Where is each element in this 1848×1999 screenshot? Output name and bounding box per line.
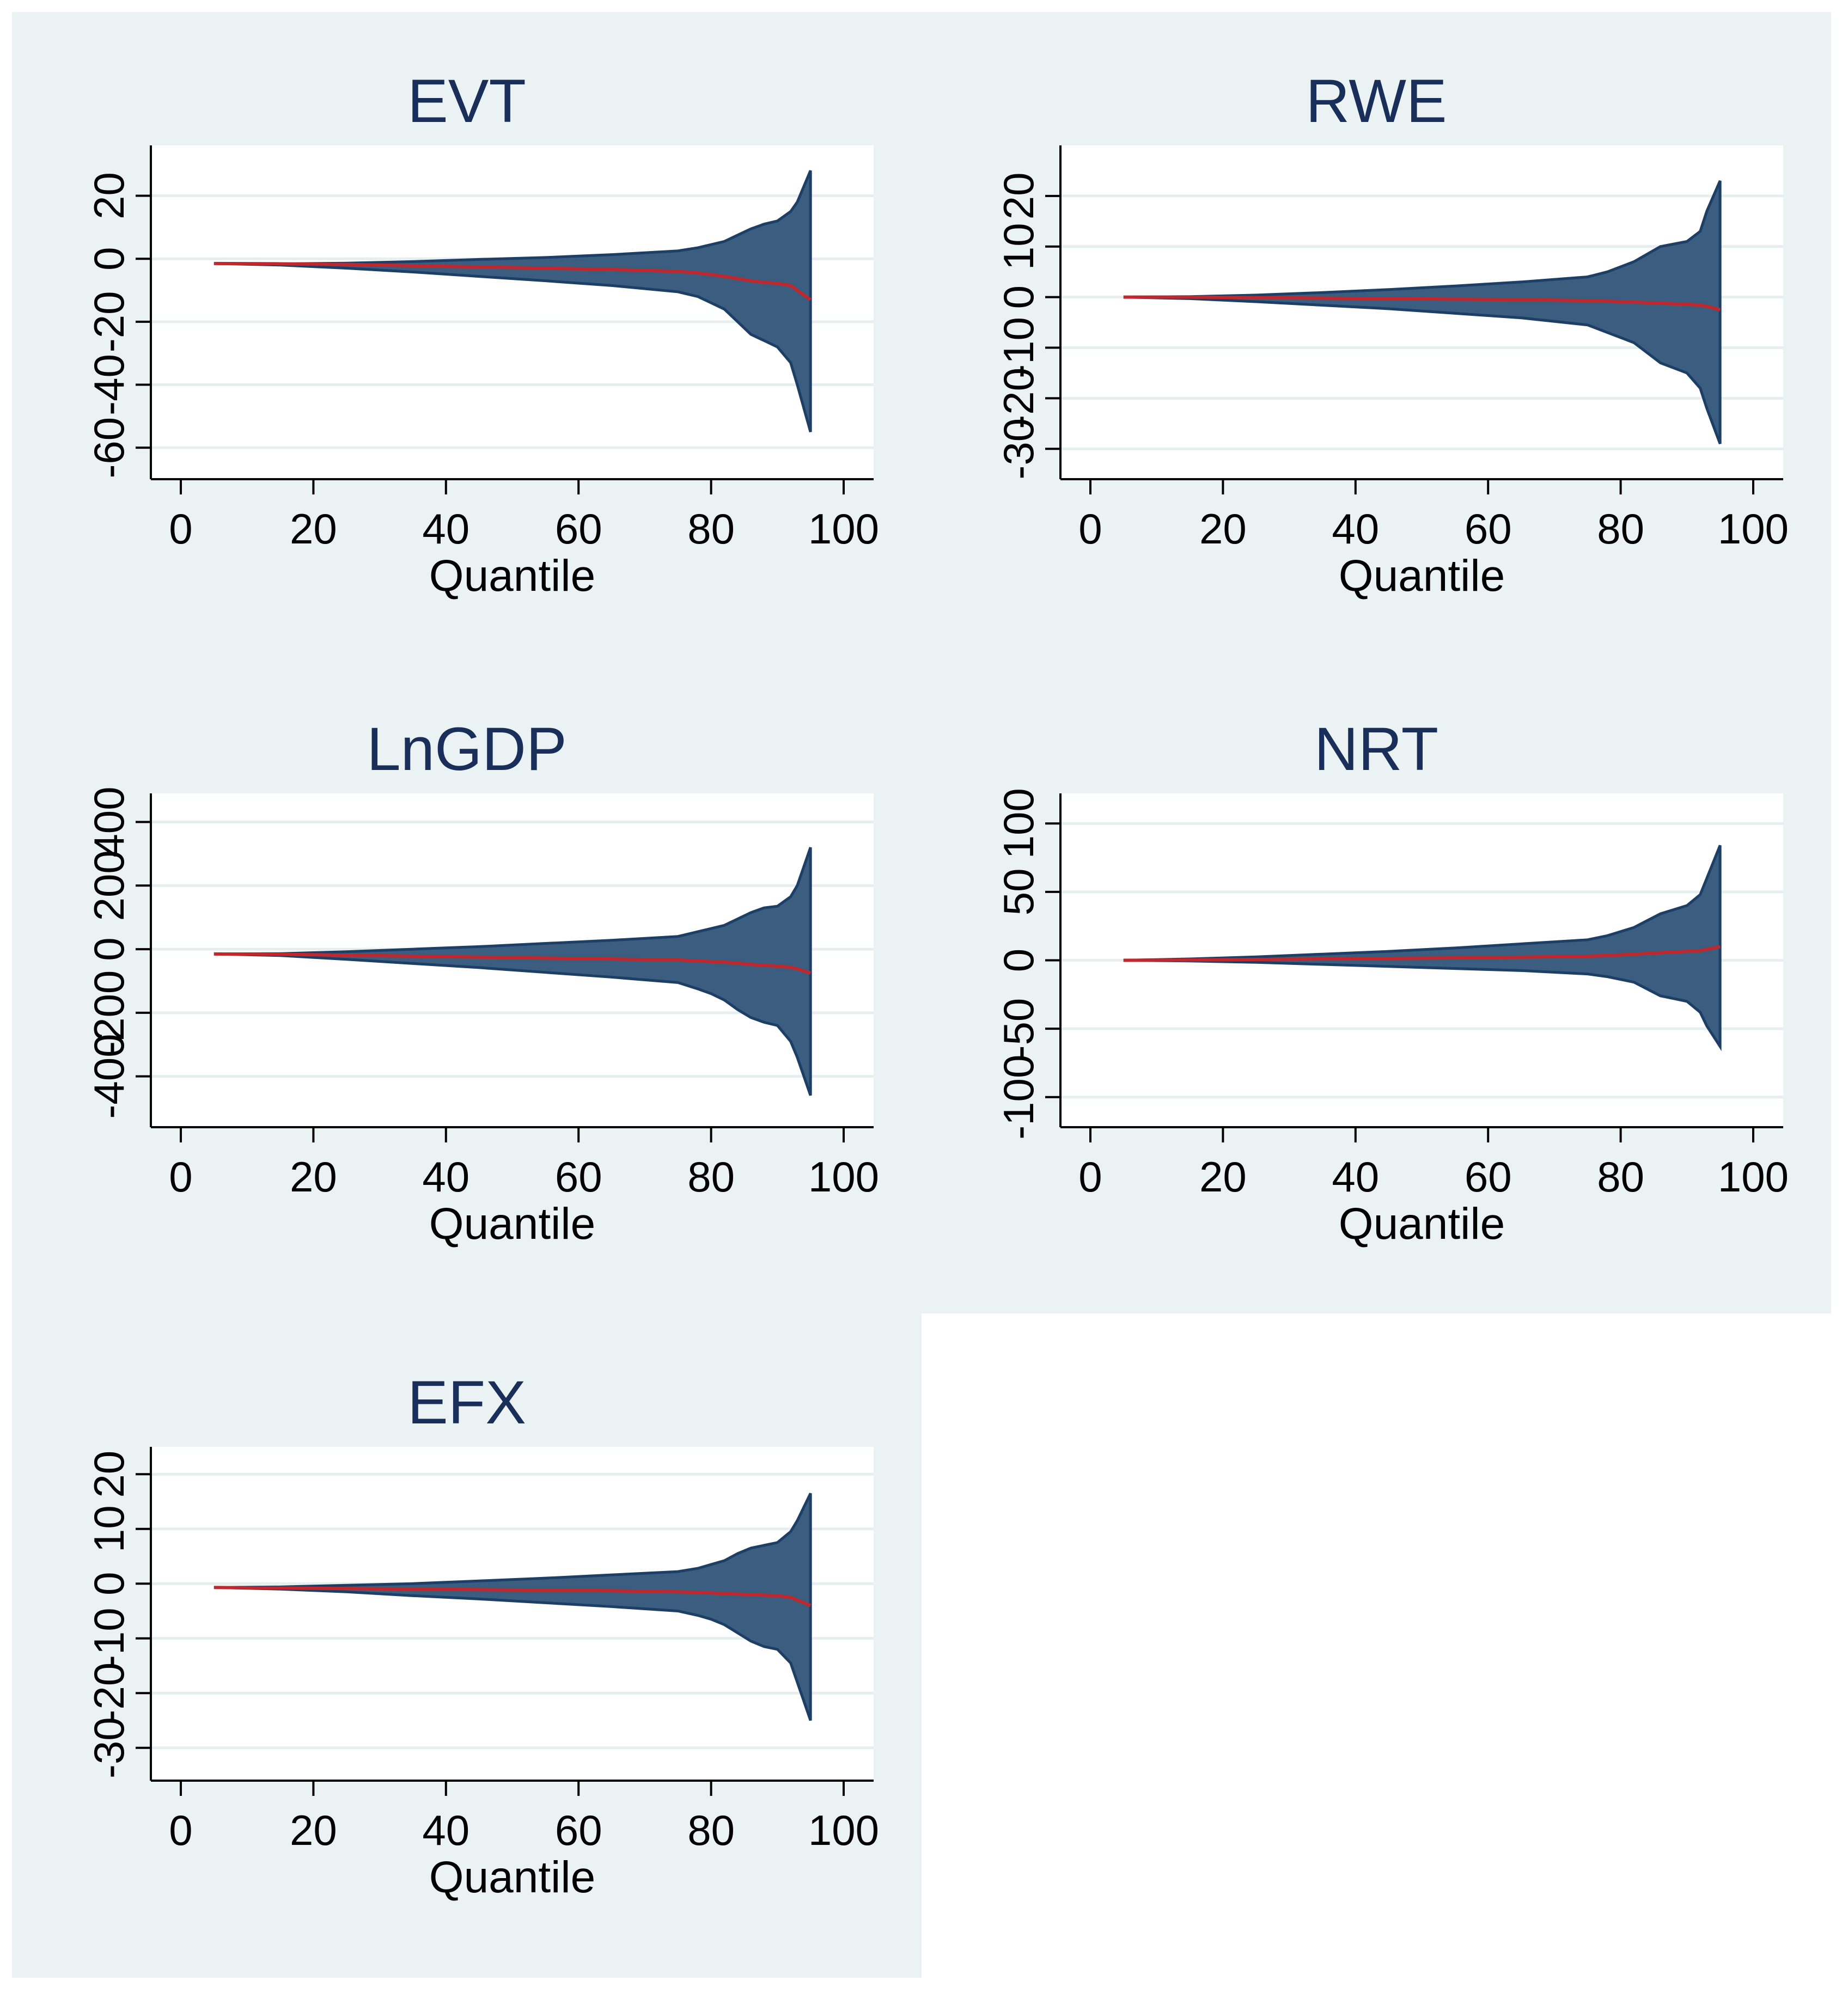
x-tick-label: 0	[169, 505, 192, 553]
coefficient-line	[214, 1586, 812, 1607]
x-tick-label: 100	[808, 1806, 879, 1854]
y-tick-label: -200	[85, 970, 133, 1055]
x-tick-label: 100	[808, 505, 879, 553]
x-tick-label: 80	[1597, 505, 1644, 553]
x-tick-label: 100	[808, 1153, 879, 1201]
coefficient-line	[1123, 295, 1721, 311]
y-tick-label: -400	[85, 1034, 133, 1119]
coefficient-line	[1123, 945, 1721, 962]
x-tick-label: 20	[1199, 1153, 1247, 1201]
panel-evt: EVT -60 -40 -20 0 20 0 20 40 60 80 100 Quantile	[12, 12, 922, 660]
x-tick-label: 80	[1597, 1153, 1644, 1201]
chart-evt: -60-40-20 0 20 0 20 40 60 80 100 Quantile	[85, 145, 879, 601]
x-tick-label: 100	[1718, 505, 1789, 553]
confidence-band	[1123, 845, 1722, 1052]
y-tick-label: 20	[85, 172, 133, 219]
y-tick-label: -30	[995, 418, 1042, 480]
coefficient-line	[214, 952, 812, 975]
x-tick-label: 0	[169, 1153, 192, 1201]
x-tick-label: 20	[290, 1153, 337, 1201]
x-tick-label: 100	[1718, 1153, 1789, 1201]
x-tick-label: 20	[290, 1806, 337, 1854]
confidence-band	[1123, 180, 1722, 444]
x-tick-label: 80	[687, 505, 735, 553]
chart-title: RWE	[1306, 67, 1447, 135]
x-tick-label: 60	[1465, 1153, 1512, 1201]
y-tick-label: 10	[995, 223, 1042, 270]
y-tick-label: 200	[85, 850, 133, 921]
y-tick-label: 100	[995, 788, 1042, 859]
x-tick-label: 40	[422, 1806, 469, 1854]
x-axis-title: Quantile	[429, 1199, 595, 1249]
x-tick-label: 60	[555, 1153, 602, 1201]
x-tick-label: 40	[1332, 1153, 1379, 1201]
y-tick-label: 10	[85, 1505, 133, 1552]
x-tick-label: 0	[1078, 505, 1102, 553]
x-axis-title: Quantile	[429, 551, 595, 601]
x-tick-label: 40	[1332, 505, 1379, 553]
x-tick-label: 40	[422, 1153, 469, 1201]
panel-lngdp: LnGDP -400 -200 0 200 400 0 20 40 60 80 100 Quantil…	[12, 660, 922, 1313]
y-tick-label: 20	[85, 1451, 133, 1498]
y-tick-label: 0	[85, 247, 133, 270]
y-tick-label: 50	[995, 869, 1042, 916]
y-tick-label: 0	[995, 949, 1042, 972]
x-tick-label: 20	[1199, 505, 1247, 553]
x-tick-label: 20	[290, 505, 337, 553]
chart-title: NRT	[1314, 715, 1439, 783]
y-tick-label: -40	[85, 354, 133, 415]
x-tick-label: 40	[422, 505, 469, 553]
x-tick-label: 60	[555, 1806, 602, 1854]
x-tick-label: 80	[687, 1153, 735, 1201]
y-tick-label: 0	[85, 937, 133, 961]
panel-efx: EFX -30 -20 -10 0 10 20 0 20 40 60 80 100 Quantile	[12, 1313, 922, 1978]
y-tick-label: -30	[85, 1717, 133, 1778]
x-tick-label: 60	[1465, 505, 1512, 553]
x-tick-label: 0	[169, 1806, 192, 1854]
chart-title: EVT	[407, 67, 526, 135]
x-axis-title: Quantile	[429, 1853, 595, 1902]
x-axis-title: Quantile	[1339, 551, 1505, 601]
y-tick-label: 0	[85, 1572, 133, 1595]
x-tick-label: 60	[555, 505, 602, 553]
confidence-band	[214, 170, 812, 432]
panel-rwe: RWE -30 -20 -10 0 10 20 0 20 40 60 80 100 Quantile	[922, 12, 1831, 660]
y-tick-label: -10	[995, 317, 1042, 378]
y-tick-label: -10	[85, 1607, 133, 1669]
y-tick-label: 400	[85, 786, 133, 857]
y-tick-label: -20	[85, 291, 133, 352]
chart-efx: -30-20-10 0 10 20 0 20 40 60 80 100 Quantile	[85, 1447, 879, 1902]
confidence-band	[214, 1493, 812, 1721]
x-tick-label: 0	[1078, 1153, 1102, 1201]
y-tick-label: -20	[995, 368, 1042, 429]
chart-nrt: -100-50 0 50 100 0 20 40 60 80 100 Quantile	[995, 788, 1789, 1249]
y-tick-label: -50	[995, 998, 1042, 1060]
coefficient-line	[214, 261, 812, 301]
chart-title: EFX	[407, 1368, 526, 1436]
x-axis-title: Quantile	[1339, 1199, 1505, 1249]
panel-nrt: NRT -100 -50 0 50 100 0 20 40 60 80 100 Quantile	[922, 660, 1831, 1313]
y-tick-label: -60	[85, 417, 133, 479]
y-tick-label: 20	[995, 172, 1042, 219]
x-tick-label: 80	[687, 1806, 735, 1854]
chart-title: LnGDP	[367, 715, 567, 783]
y-tick-label: 0	[995, 285, 1042, 309]
y-tick-label: -20	[85, 1662, 133, 1724]
y-tick-label: -100	[995, 1055, 1042, 1140]
